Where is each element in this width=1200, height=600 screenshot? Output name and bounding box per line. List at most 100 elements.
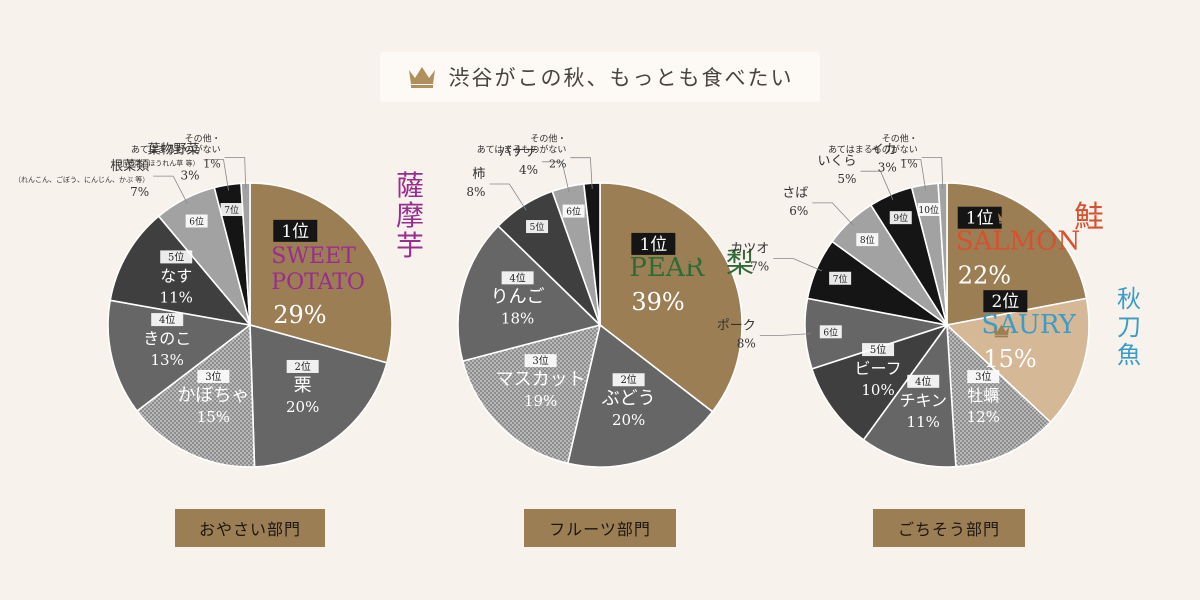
rank-badge [151, 313, 184, 327]
pct-text: 10% [861, 381, 894, 399]
rank-text: 3位 [975, 370, 991, 383]
leader-line [860, 170, 894, 201]
item-name: バナナ [499, 145, 538, 160]
rank-badge [524, 354, 557, 368]
item-sub: （れんこん、ごぼう、にんじん、かぶ 等） [14, 175, 149, 184]
pct-text: 8% [466, 185, 485, 199]
highlight-char: 鮭 [1074, 200, 1104, 235]
item-name: SALMON [956, 227, 1081, 257]
leader-line [570, 157, 593, 189]
rank-badge [917, 202, 940, 216]
pct-text: 19% [524, 392, 557, 410]
outside-label: 根菜類（れんこん、ごぼう、にんじん、かぶ 等）7% [14, 159, 149, 199]
rank-badge [501, 271, 534, 285]
pct-text: 11% [160, 288, 193, 306]
pie-slice [461, 323, 602, 465]
item-name: SWEET [271, 244, 356, 269]
item-name: その他・ [530, 133, 566, 145]
rank-badge [631, 232, 676, 255]
item-name: イカ [871, 143, 897, 158]
outside-label: その他・あてはまるものがない 1% [828, 133, 918, 171]
highlight-char: 梨 [726, 246, 754, 279]
pct-text: 22% [958, 262, 1011, 290]
pct-text: 1% [203, 158, 220, 171]
rank-text: 1位 [281, 222, 309, 242]
outside-label: さば 6% [782, 186, 808, 218]
leader-line [203, 159, 229, 191]
highlight-char: 芋 [396, 229, 424, 262]
item-name: 柿 [472, 166, 485, 182]
rank-text: 5位 [530, 221, 545, 233]
item-name: さば [782, 186, 808, 201]
rank-badge [526, 220, 549, 234]
item-name: りんご [491, 286, 545, 307]
rank-text: 5位 [870, 343, 886, 356]
pct-text: 12% [967, 408, 1000, 426]
leader-line [759, 333, 811, 336]
pct-text: 7% [130, 185, 149, 199]
pie-slice [249, 323, 388, 468]
item-name: いくら [817, 154, 856, 169]
leader-line [900, 159, 927, 191]
pct-text: 7% [750, 259, 769, 273]
item-name: その他・ [882, 133, 918, 145]
rank-text: 9位 [893, 212, 908, 224]
highlight-char: 薩 [396, 169, 424, 202]
outside-label: 葉物野菜（小松菜、ほうれん草 等）3% [113, 143, 199, 183]
rank-text: 6位 [189, 216, 204, 228]
item-sub: （小松菜、ほうれん草 等） [113, 159, 199, 168]
rank-text: 1位 [966, 209, 994, 229]
leader-line [489, 183, 527, 211]
rank-text: 7位 [833, 273, 848, 285]
leader-line [542, 161, 570, 193]
item-name: 葉物野菜 [148, 143, 200, 158]
pct-text: 18% [501, 309, 534, 327]
outside-label: バナナ 4% [499, 145, 538, 177]
outside-label: ポーク 8% [717, 319, 756, 351]
item-name: ポーク [717, 319, 756, 334]
rank-text: 3位 [205, 370, 221, 383]
item-name: SAURY [981, 310, 1076, 340]
rank-badge [220, 203, 243, 217]
pct-text: 11% [907, 413, 940, 431]
item-name: あてはまるものがない [828, 144, 918, 156]
item-name: チキン [899, 391, 947, 410]
rank-badge [819, 325, 842, 339]
pie-slice [862, 322, 957, 468]
rank-badge [185, 214, 208, 228]
rank-text: 4位 [509, 271, 525, 284]
item-name: ビーフ [855, 359, 902, 378]
item-name: マスカット [496, 369, 586, 390]
item-name: 根菜類 [110, 159, 149, 174]
rank-text: 2位 [294, 360, 310, 373]
pct-text: 2% [549, 158, 566, 171]
title-box: 渋谷がこの秋、もっとも食べたい [380, 52, 820, 102]
rank-badge [957, 206, 1002, 229]
rank-badge [967, 370, 1000, 384]
pct-text: 20% [286, 398, 319, 416]
item-name: POTATO [271, 270, 365, 295]
pie-slice [945, 297, 1090, 424]
item-name: 栗 [294, 375, 312, 396]
pct-text: 15% [197, 408, 230, 426]
rank-text: 2位 [620, 373, 636, 386]
pct-text: 13% [151, 351, 184, 369]
pct-text: 39% [631, 288, 684, 316]
rank-badge [160, 250, 193, 264]
item-name: あてはまるものがない [131, 144, 221, 156]
leader-line [812, 202, 854, 226]
pie-slice [109, 215, 253, 327]
pct-text: 29% [273, 301, 326, 329]
rank-badge [286, 359, 319, 373]
rank-badge [612, 373, 645, 387]
pct-text: 8% [737, 337, 756, 351]
rank-text: 5位 [168, 250, 184, 263]
category-gourmet: ごちそう部門 [873, 509, 1025, 547]
